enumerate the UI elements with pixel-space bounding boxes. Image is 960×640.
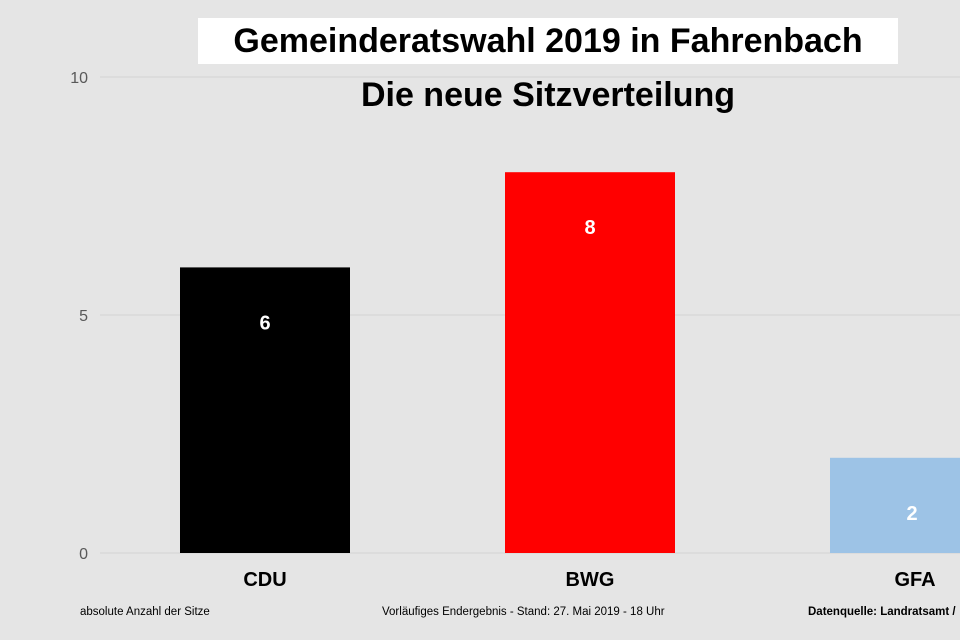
bar-gfa — [830, 457, 960, 553]
x-axis-labels: CDU BWG GFA — [243, 569, 935, 591]
bar-cdu — [180, 267, 350, 553]
y-tick-label: 0 — [79, 546, 88, 563]
data-label-gfa: 2 — [906, 503, 917, 525]
footer-axis-note: absolute Anzahl der Sitze — [80, 606, 210, 618]
y-tick-label: 10 — [70, 70, 88, 87]
bars: 6 8 2 — [180, 172, 960, 553]
x-tick-label-gfa: GFA — [894, 569, 935, 591]
data-label-bwg: 8 — [584, 217, 595, 239]
data-label-cdu: 6 — [259, 312, 270, 334]
chart-subtitle: Die neue Sitzverteilung — [360, 75, 736, 114]
footer-status: Vorläufiges Endergebnis - Stand: 27. Mai… — [382, 606, 665, 618]
y-axis-ticks: 0 5 10 — [70, 70, 88, 563]
y-tick-label: 5 — [79, 308, 88, 325]
x-tick-label-cdu: CDU — [243, 569, 286, 591]
footer-source: Datenquelle: Landratsamt / — [808, 606, 956, 618]
bar-bwg — [505, 172, 675, 553]
chart-title: Gemeinderatswahl 2019 in Fahrenbach — [198, 18, 898, 64]
x-tick-label-bwg: BWG — [566, 569, 615, 591]
